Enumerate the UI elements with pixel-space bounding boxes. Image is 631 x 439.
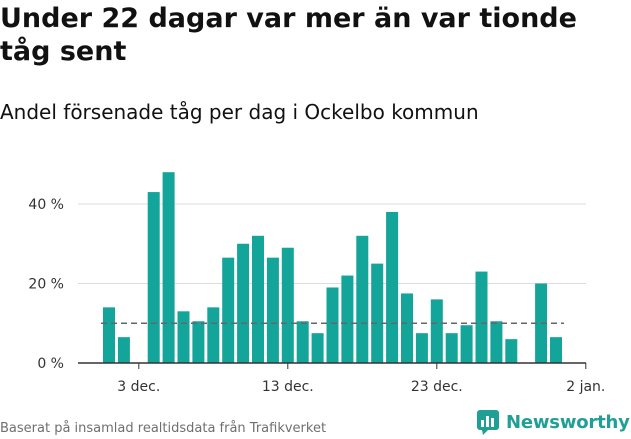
bar-2023-12-19 (371, 263, 384, 363)
chart-subtitle: Andel försenade tåg per dag i Ockelbo ko… (0, 100, 479, 124)
bar-2023-12-17 (341, 275, 354, 363)
bar-2023-12-18 (356, 235, 369, 363)
bar-2023-12-12 (266, 257, 279, 363)
x-tick-label: 3 dec. (117, 379, 160, 395)
x-tick-label: 13 dec. (262, 379, 314, 395)
bar-2023-12-21 (401, 293, 413, 363)
bar-2023-12-11 (252, 235, 264, 363)
bar-2023-12-07 (192, 321, 205, 363)
bar-2023-12-27 (490, 321, 503, 363)
bar-2023-12-26 (475, 271, 488, 363)
bar-2023-12-01 (103, 307, 115, 363)
x-tick-label: 2 jan. (566, 379, 605, 395)
bar-2023-12-13 (281, 247, 294, 363)
bar-2023-12-22 (415, 333, 428, 363)
y-tick-label: 0 % (37, 356, 64, 372)
newsworthy-logo-text: Newsworthy (506, 411, 630, 433)
bar-2023-12-08 (207, 307, 220, 363)
bar-2023-12-25 (460, 325, 473, 363)
newsworthy-logo[interactable]: Newsworthy (476, 409, 630, 435)
bar-2023-12-20 (386, 211, 399, 363)
bar-2023-12-15 (311, 333, 324, 363)
y-tick-label: 40 % (28, 197, 64, 213)
bar-2023-12-28 (505, 339, 518, 363)
bar-2023-12-31 (550, 337, 562, 363)
newsworthy-logo-icon (477, 410, 499, 435)
bar-2023-12-09 (222, 257, 235, 363)
bar-2023-12-02 (117, 337, 130, 363)
source-note: Baserat på insamlad realtidsdata från Tr… (0, 421, 327, 436)
y-tick-label: 20 % (28, 277, 64, 293)
x-tick-label: 23 dec. (411, 379, 463, 395)
chart-title: Under 22 dagar var mer än var tionde tåg… (0, 3, 577, 67)
bar-2023-12-10 (237, 243, 250, 363)
bar-2023-12-06 (177, 311, 190, 363)
bar-2023-12-23 (430, 299, 443, 363)
bar-2023-12-05 (162, 172, 175, 363)
bar-2023-12-04 (147, 192, 160, 363)
bar-2023-12-16 (326, 287, 339, 363)
bar-2023-12-14 (296, 321, 309, 363)
bar-2023-12-24 (445, 333, 458, 363)
